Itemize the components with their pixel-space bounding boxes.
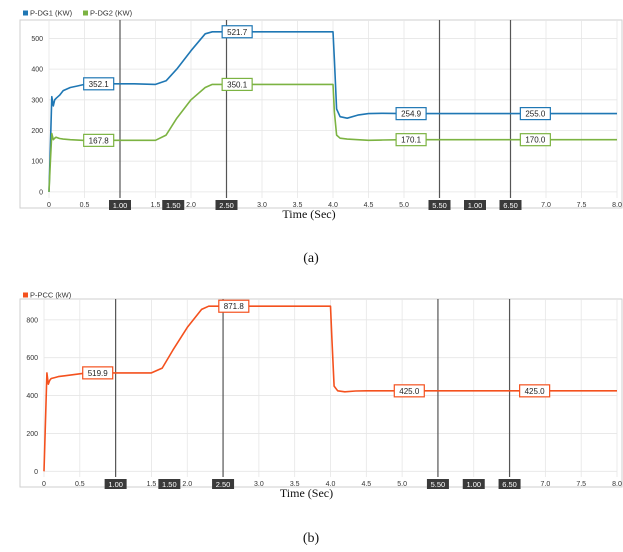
x-axis-label: Time (Sec): [280, 486, 333, 500]
y-tick-label: 400: [26, 393, 38, 400]
data-label: 871.8: [224, 302, 245, 311]
legend-entry: P-DG1 (KW): [30, 9, 73, 18]
x-tick-label: 2.0: [186, 202, 196, 209]
cursor-label: 2.50: [219, 201, 234, 210]
chart-caption: (a): [303, 251, 319, 266]
cursor-label: 1.00: [113, 201, 128, 210]
legend-swatch: [23, 293, 28, 298]
x-axis-label: Time (Sec): [282, 207, 335, 221]
legend-entry: P-PCC (kW): [30, 291, 72, 300]
x-tick-label: 7.0: [541, 202, 551, 209]
y-tick-label: 200: [26, 431, 38, 438]
x-tick-label: 7.5: [576, 481, 586, 488]
cursor-delta-label: 1.00: [466, 480, 481, 489]
x-tick-label: 7.0: [541, 481, 551, 488]
x-tick-label: 1.5: [151, 202, 161, 209]
legend-swatch: [23, 11, 28, 16]
y-tick-label: 400: [31, 67, 43, 74]
data-label: 350.1: [227, 80, 248, 89]
data-label: 521.7: [227, 28, 248, 37]
data-label: 254.9: [401, 110, 422, 119]
legend-swatch: [83, 11, 88, 16]
data-label: 425.0: [399, 387, 420, 396]
cursor-label: 2.50: [216, 480, 231, 489]
cursor-delta-label: 1.50: [166, 201, 181, 210]
y-tick-label: 500: [31, 36, 43, 43]
cursor-label: 6.50: [502, 480, 517, 489]
x-tick-label: 0: [42, 481, 46, 488]
y-tick-label: 0: [34, 469, 38, 476]
x-tick-label: 5.0: [399, 202, 409, 209]
data-label: 167.8: [89, 136, 110, 145]
x-tick-label: 3.0: [257, 202, 267, 209]
y-tick-label: 300: [31, 97, 43, 104]
x-tick-label: 0.5: [75, 481, 85, 488]
data-label: 519.9: [88, 369, 109, 378]
x-tick-label: 0: [47, 202, 51, 209]
cursor-label: 5.50: [431, 480, 446, 489]
chart-caption: (b): [303, 531, 320, 546]
x-tick-label: 1.5: [147, 481, 157, 488]
data-label: 170.0: [525, 136, 546, 145]
data-label: 255.0: [525, 110, 546, 119]
data-label: 425.0: [525, 387, 546, 396]
data-label: 352.1: [89, 80, 110, 89]
cursor-label: 1.00: [108, 480, 123, 489]
cursor-label: 6.50: [503, 201, 518, 210]
chart-b: 00.51.01.52.02.53.03.54.04.55.05.56.06.5…: [20, 291, 622, 547]
legend-entry: P-DG2 (KW): [90, 9, 133, 18]
x-tick-label: 4.5: [364, 202, 374, 209]
cursor-label: 5.50: [432, 201, 447, 210]
cursor-delta-label: 1.50: [162, 480, 177, 489]
cursor-delta-label: 1.00: [468, 201, 483, 210]
x-tick-label: 4.5: [361, 481, 371, 488]
x-tick-label: 5.0: [397, 481, 407, 488]
x-tick-label: 0.5: [80, 202, 90, 209]
data-label: 170.1: [401, 136, 422, 145]
x-tick-label: 8.0: [612, 202, 622, 209]
x-tick-label: 2.0: [182, 481, 192, 488]
y-tick-label: 0: [39, 189, 43, 196]
x-tick-label: 7.5: [577, 202, 587, 209]
chart-a: 00.51.01.52.02.53.03.54.04.55.05.56.06.5…: [20, 9, 622, 267]
y-tick-label: 600: [26, 355, 38, 362]
x-tick-label: 3.0: [254, 481, 264, 488]
y-tick-label: 800: [26, 317, 38, 324]
y-tick-label: 100: [31, 159, 43, 166]
y-tick-label: 200: [31, 128, 43, 135]
x-tick-label: 8.0: [612, 481, 622, 488]
